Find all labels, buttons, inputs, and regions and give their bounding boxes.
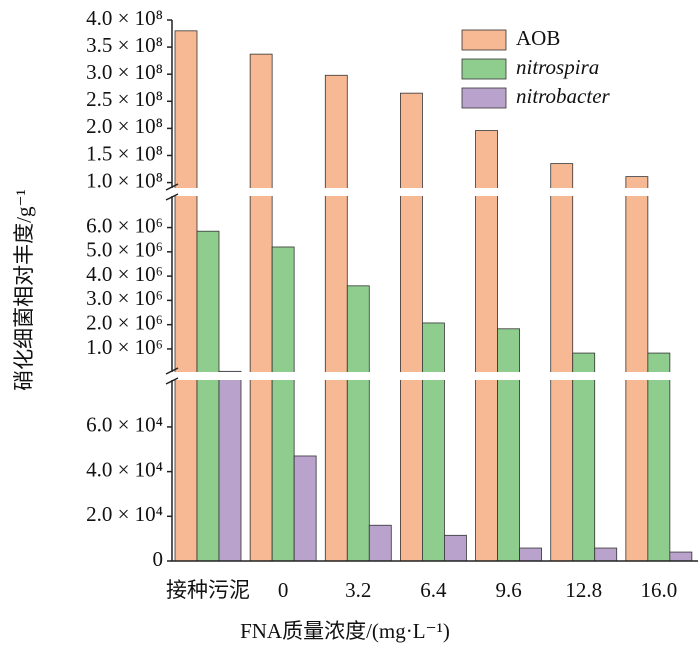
axis-break xyxy=(160,188,700,196)
x-axis-label: FNA质量浓度/(mg·L⁻¹) xyxy=(240,619,450,643)
bar xyxy=(249,53,273,562)
legend-label: AOB xyxy=(516,26,560,50)
y-tick-label: 1.5 × 10⁸ xyxy=(86,141,163,165)
legend-swatch xyxy=(461,87,507,109)
x-tick-label: 6.4 xyxy=(420,578,447,602)
x-tick-label: 3.2 xyxy=(345,578,371,602)
y-tick-label: 3.5 × 10⁸ xyxy=(86,33,163,57)
x-tick-label: 接种污泥 xyxy=(166,578,250,602)
bar xyxy=(293,455,317,562)
legend-swatch xyxy=(461,29,507,51)
bar xyxy=(519,547,542,562)
bar xyxy=(550,163,574,562)
bar xyxy=(422,322,445,562)
bar xyxy=(174,30,198,562)
x-tick-label: 12.8 xyxy=(565,578,602,602)
bar xyxy=(594,547,618,562)
bar xyxy=(647,352,671,562)
y-tick-label: 1.0 × 10⁸ xyxy=(86,168,163,192)
x-tick-label: 16.0 xyxy=(640,578,677,602)
y-tick-label: 4.0 × 10⁴ xyxy=(86,457,163,481)
bar xyxy=(444,534,467,562)
bar xyxy=(400,92,423,562)
bar xyxy=(324,74,348,562)
bar xyxy=(625,176,649,562)
legend-swatch xyxy=(461,58,507,80)
y-tick-label: 0 xyxy=(153,547,164,571)
x-tick-label: 9.6 xyxy=(495,578,521,602)
axis-break xyxy=(160,372,700,380)
legend-label: nitrospira xyxy=(516,55,599,79)
bar xyxy=(218,370,242,562)
bar xyxy=(572,352,596,562)
bar xyxy=(497,328,520,562)
y-tick-label: 3.0 × 10⁶ xyxy=(86,286,163,310)
y-tick-label: 5.0 × 10⁶ xyxy=(86,238,163,262)
y-tick-label: 2.0 × 10⁶ xyxy=(86,310,163,334)
legend-label: nitrobacter xyxy=(516,84,611,108)
bar xyxy=(669,551,693,562)
y-tick-label: 4.0 × 10⁶ xyxy=(86,262,163,286)
y-tick-label: 2.0 × 10⁴ xyxy=(86,502,163,526)
y-tick-label: 3.0 × 10⁸ xyxy=(86,60,163,84)
y-tick-label: 2.0 × 10⁸ xyxy=(86,114,163,138)
y-tick-label: 6.0 × 10⁴ xyxy=(86,413,163,437)
bar xyxy=(271,246,295,562)
y-tick-label: 1.0 × 10⁶ xyxy=(86,335,163,359)
x-tick-label: 0 xyxy=(278,578,289,602)
bar xyxy=(346,285,370,562)
y-tick-label: 2.5 × 10⁸ xyxy=(86,87,163,111)
y-tick-label: 6.0 × 10⁶ xyxy=(86,213,163,237)
y-tick-label: 4.0 × 10⁸ xyxy=(86,6,163,30)
bar xyxy=(196,230,220,562)
bar xyxy=(368,524,392,562)
y-axis-label: 硝化细菌相对丰度/g⁻¹ xyxy=(12,189,36,391)
